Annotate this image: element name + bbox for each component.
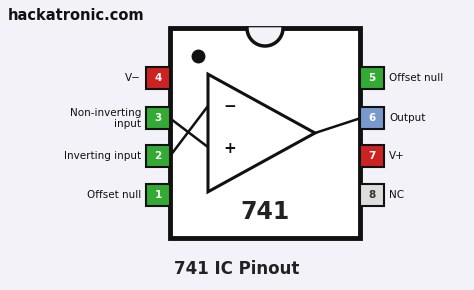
Bar	[170, 28, 360, 238]
Bar	[146, 67, 170, 89]
Bar	[146, 145, 170, 167]
Text: 4: 4	[155, 73, 162, 84]
Bar	[360, 67, 384, 89]
Text: +: +	[224, 141, 237, 156]
Text: input: input	[114, 119, 141, 129]
Text: Output: Output	[389, 113, 425, 123]
Polygon shape	[208, 74, 315, 192]
Text: 8: 8	[368, 190, 375, 200]
Text: 6: 6	[368, 113, 375, 123]
Polygon shape	[247, 28, 283, 46]
Text: V+: V+	[389, 151, 405, 161]
Bar	[146, 107, 170, 129]
Text: 741: 741	[240, 200, 290, 224]
Text: 741 IC Pinout: 741 IC Pinout	[174, 260, 300, 278]
Text: 1: 1	[155, 190, 162, 200]
Text: NC: NC	[389, 190, 404, 200]
Text: 3: 3	[155, 113, 162, 123]
Text: Offset null: Offset null	[389, 73, 443, 84]
Bar	[360, 184, 384, 206]
Text: Non-inverting: Non-inverting	[70, 108, 141, 118]
Bar	[360, 107, 384, 129]
Text: −: −	[224, 99, 237, 115]
Bar	[360, 145, 384, 167]
Text: 2: 2	[155, 151, 162, 161]
Text: 5: 5	[368, 73, 375, 84]
Text: Offset null: Offset null	[87, 190, 141, 200]
Text: V−: V−	[125, 73, 141, 84]
Text: Inverting input: Inverting input	[64, 151, 141, 161]
Bar	[146, 184, 170, 206]
Text: 7: 7	[368, 151, 376, 161]
Text: hackatronic.com: hackatronic.com	[8, 8, 145, 23]
